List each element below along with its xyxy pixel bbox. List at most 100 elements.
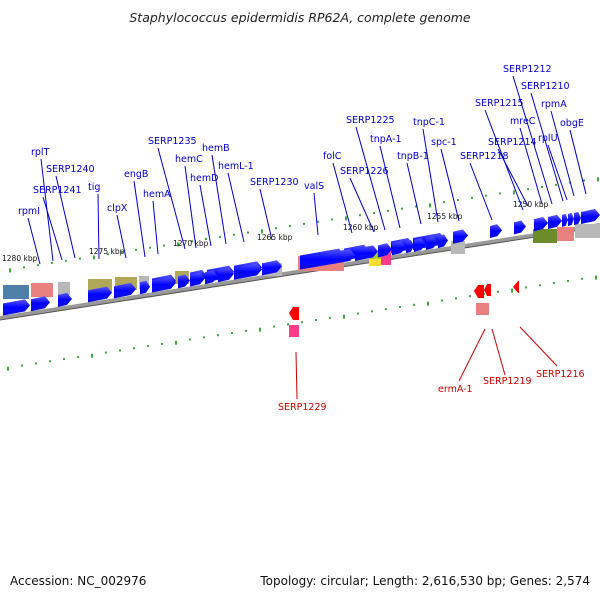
gene-label-hemL-1[interactable]: hemL-1 — [218, 161, 254, 172]
gene-label-hemD[interactable]: hemD — [190, 173, 218, 184]
gene-label-rpmA[interactable]: rpmA — [541, 99, 567, 110]
gene-arrow-SERP1216[interactable] — [513, 281, 519, 293]
gene-arrow-shade — [300, 248, 355, 270]
cog-box — [369, 259, 381, 266]
gene-arrow-shade — [190, 272, 205, 287]
leader-line — [569, 129, 587, 195]
gene-label-SERP1210[interactable]: SERP1210 — [521, 81, 570, 92]
leader-line — [458, 328, 486, 382]
gene-arrow-shade — [406, 239, 414, 254]
labels-bottom: SERP1229 ermA-1 SERP1219 SERP1216 — [278, 369, 585, 413]
gene-arrow-shade — [140, 280, 150, 295]
gene-arrow-shade — [426, 236, 438, 250]
gene-arrow-shade — [88, 286, 112, 303]
gene-label-SERP1216[interactable]: SERP1216 — [536, 369, 585, 380]
gene-label-SERP1215[interactable]: SERP1215 — [475, 98, 524, 109]
ruler-label-1265: 1265 kbp — [257, 233, 293, 242]
gene-label-SERP1212[interactable]: SERP1212 — [503, 64, 552, 75]
leader-line — [313, 192, 319, 236]
gene-label-mreC[interactable]: mreC — [510, 116, 536, 127]
leader-line — [519, 326, 558, 367]
gene-arrow-ermA-1[interactable] — [474, 285, 484, 298]
gene-label-SERP1235[interactable]: SERP1235 — [148, 136, 197, 147]
gene-label-tig[interactable]: tig — [88, 182, 100, 193]
cog-box — [289, 325, 299, 337]
map-title: Staphylococcus epidermidis RP62A, comple… — [129, 10, 471, 25]
gene-arrow-shade — [234, 263, 262, 280]
gene-arrow-shade — [414, 237, 426, 252]
gene-label-tnpC-1[interactable]: tnpC-1 — [413, 117, 445, 128]
leader-line — [55, 175, 76, 259]
leader-line — [116, 214, 127, 259]
gene-arrow-shade — [58, 292, 72, 308]
gene-label-obgE[interactable]: obgE — [560, 118, 584, 129]
gene-label-clpX[interactable]: clpX — [107, 203, 128, 214]
plus-strand-lower — [3, 234, 448, 316]
leader-line — [547, 144, 568, 201]
gene-label-tnpA-1[interactable]: tnpA-1 — [370, 134, 402, 145]
gene-label-rpmI[interactable]: rpmI — [18, 206, 40, 217]
gene-label-spc-1[interactable]: spc-1 — [431, 137, 457, 148]
gene-label-engB[interactable]: engB — [124, 169, 148, 180]
topology-text: Topology: circular; Length: 2,616,530 bp… — [260, 574, 590, 588]
gene-label-hemA[interactable]: hemA — [143, 189, 171, 200]
gene-label-ermA-1[interactable]: ermA-1 — [438, 384, 473, 395]
ruler-label-1280: 1280 kbp — [2, 254, 38, 263]
gene-label-SERP1240[interactable]: SERP1240 — [46, 164, 95, 175]
gene-label-rplT[interactable]: rplT — [31, 147, 50, 158]
gene-arrow-SERP1229[interactable] — [289, 307, 299, 320]
leader-line — [469, 162, 493, 221]
gene-label-SERP1241[interactable]: SERP1241 — [33, 185, 82, 196]
leader-line — [27, 217, 41, 265]
gene-label-hemB[interactable]: hemB — [202, 143, 230, 154]
cog-box — [557, 227, 574, 241]
gene-arrow-shade — [548, 214, 562, 230]
gene-label-hemC[interactable]: hemC — [175, 154, 203, 165]
cog-box — [575, 224, 600, 238]
gene-label-tnpB-1[interactable]: tnpB-1 — [397, 151, 429, 162]
gene-label-SERP1214[interactable]: SERP1214 — [488, 137, 537, 148]
outer-tick-ring — [7, 275, 597, 371]
gene-label-SERP1229[interactable]: SERP1229 — [278, 402, 327, 413]
gene-label-SERP1218[interactable]: SERP1218 — [460, 151, 509, 162]
leader-line — [259, 188, 273, 241]
leader-line — [97, 193, 100, 260]
gene-arrow-shade — [178, 274, 190, 289]
gene-arrow-shade — [355, 245, 378, 261]
gene-arrow-shade — [438, 234, 448, 249]
leader-line — [497, 148, 529, 207]
backbone-line — [0, 223, 600, 320]
gene-arrow-shade — [218, 267, 234, 283]
gene-label-SERP1225[interactable]: SERP1225 — [346, 115, 395, 126]
gene-arrow[interactable] — [484, 284, 491, 296]
leader-line — [512, 75, 553, 205]
gene-label-SERP1219[interactable]: SERP1219 — [483, 376, 532, 387]
leader-line — [199, 184, 212, 247]
cog-box — [58, 282, 70, 295]
leader-line — [332, 162, 353, 234]
gene-arrow-shade — [534, 217, 548, 232]
leader-line — [406, 162, 422, 225]
accession-text: Accession: NC_002976 — [10, 574, 147, 588]
minus-strand — [289, 281, 519, 337]
gene-label-SERP1230[interactable]: SERP1230 — [250, 177, 299, 188]
gene-label-SERP1226[interactable]: SERP1226 — [340, 166, 389, 177]
gene-label-rplU[interactable]: rplU — [538, 133, 558, 144]
ruler-label-1270: 1270 kbp — [173, 239, 209, 248]
gene-arrow-shade — [574, 211, 581, 226]
ruler-label-1250: 1250 kbp — [513, 200, 549, 209]
gene-arrow-shade — [490, 224, 502, 239]
gene-label-valS[interactable]: valS — [304, 181, 324, 192]
leader-line — [519, 127, 543, 205]
leader-line — [295, 351, 298, 400]
gene-arrow-shade — [152, 276, 176, 293]
leaders-bottom — [295, 326, 558, 400]
leader-line — [530, 92, 564, 202]
gene-label-folC[interactable]: folC — [323, 151, 342, 162]
cog-box — [369, 252, 381, 259]
leader-line — [491, 328, 506, 376]
gene-arrow-shade — [562, 213, 568, 227]
